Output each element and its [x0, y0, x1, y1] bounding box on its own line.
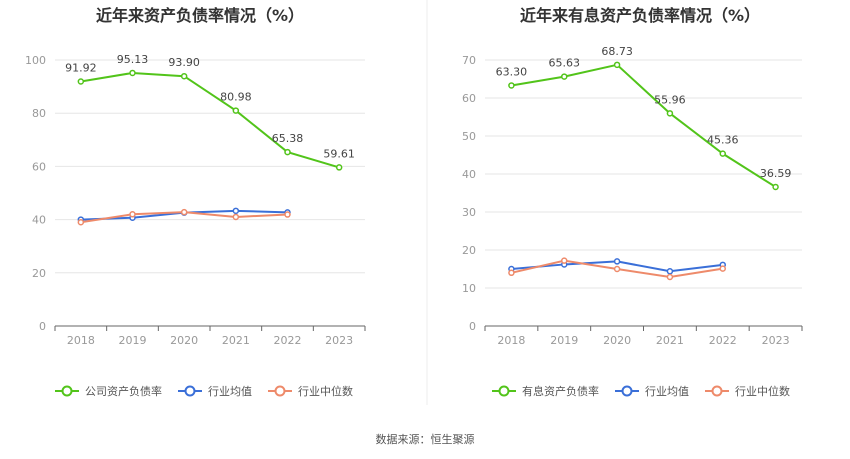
- y-tick-label: 60: [32, 160, 46, 173]
- x-tick-label: 2022: [709, 334, 737, 347]
- data-label: 68.73: [601, 45, 633, 58]
- x-tick-label: 2018: [497, 334, 525, 347]
- data-point: [719, 150, 726, 157]
- y-tick-label: 60: [462, 92, 476, 105]
- x-tick-label: 2020: [170, 334, 198, 347]
- y-tick-label: 80: [32, 107, 46, 120]
- data-point: [719, 265, 726, 272]
- legend-label: 行业均值: [645, 385, 689, 398]
- data-label: 59.61: [323, 147, 355, 160]
- y-tick-label: 0: [469, 320, 476, 333]
- data-point: [180, 208, 188, 216]
- legend-marker: [274, 385, 286, 397]
- data-point: [284, 211, 291, 218]
- data-label: 65.63: [549, 57, 581, 70]
- y-tick-label: 20: [32, 267, 46, 280]
- y-tick-label: 70: [462, 54, 476, 67]
- legend-marker: [621, 385, 633, 397]
- y-tick-label: 30: [462, 206, 476, 219]
- data-label: 45.36: [707, 134, 739, 147]
- data-label: 36.59: [760, 167, 792, 180]
- data-point: [129, 69, 136, 77]
- data-point: [613, 61, 621, 69]
- data-point: [180, 72, 188, 80]
- data-label: 80.98: [220, 91, 252, 104]
- data-point: [335, 164, 343, 171]
- data-point: [232, 107, 240, 114]
- y-tick-label: 40: [32, 214, 46, 227]
- x-tick-label: 2023: [325, 334, 353, 347]
- legend-label: 行业中位数: [735, 384, 790, 398]
- x-tick-label: 2022: [274, 334, 302, 347]
- data-point: [666, 268, 674, 275]
- legend-marker: [498, 385, 510, 397]
- y-tick-label: 20: [462, 244, 476, 257]
- x-tick-label: 2023: [762, 334, 790, 347]
- x-tick-label: 2019: [119, 334, 147, 347]
- data-point: [613, 258, 621, 265]
- y-tick-label: 40: [462, 168, 476, 181]
- data-point: [613, 265, 621, 273]
- legend-label: 有息资产负债率: [522, 384, 599, 398]
- data-point: [232, 213, 240, 221]
- y-tick-label: 50: [462, 130, 476, 143]
- data-point: [666, 273, 674, 281]
- x-tick-label: 2019: [550, 334, 578, 347]
- data-label: 93.90: [168, 56, 200, 69]
- x-tick-label: 2021: [656, 334, 684, 347]
- legend-label: 公司资产负债率: [85, 384, 162, 398]
- legend-label: 行业均值: [208, 385, 252, 398]
- chart-interest-debt-ratio: 近年来有息资产负债率情况（%） 0 10 20 30 40 50 60 70 2018 2019 20…: [462, 6, 803, 398]
- data-point: [772, 183, 779, 191]
- data-point: [666, 110, 674, 117]
- legend-label: 行业中位数: [298, 384, 353, 398]
- data-label: 95.13: [117, 53, 149, 66]
- data-point: [284, 148, 291, 156]
- data-label: 91.92: [65, 61, 97, 74]
- legend-marker: [61, 385, 73, 397]
- x-tick-label: 2018: [67, 334, 95, 347]
- data-point: [561, 73, 568, 80]
- data-point: [508, 269, 515, 277]
- data-source: 数据来源：恒生聚源: [376, 432, 475, 446]
- data-label: 63.30: [496, 65, 528, 78]
- data-label: 65.38: [272, 132, 304, 145]
- legend-marker: [184, 385, 196, 397]
- data-label: 55.96: [654, 93, 686, 106]
- chart-title: 近年来资产负债率情况（%）: [96, 6, 304, 25]
- data-point: [561, 257, 568, 264]
- data-point: [77, 78, 85, 85]
- x-tick-label: 2020: [603, 334, 631, 347]
- data-point: [77, 219, 85, 226]
- data-point: [129, 211, 136, 218]
- data-point: [508, 82, 515, 89]
- legend-marker: [711, 385, 723, 397]
- data-point: [232, 207, 240, 215]
- x-tick-label: 2021: [222, 334, 250, 347]
- y-tick-label: 10: [462, 282, 476, 295]
- chart-debt-ratio: 近年来资产负债率情况（%） 0 20 40 60 80 100 2018 2019 2020 202…: [25, 6, 366, 398]
- y-tick-label: 0: [39, 320, 46, 333]
- series-line: [511, 63, 777, 188]
- chart-title: 近年来有息资产负债率情况（%）: [520, 6, 760, 25]
- series-line: [80, 71, 340, 169]
- y-tick-label: 100: [25, 54, 46, 67]
